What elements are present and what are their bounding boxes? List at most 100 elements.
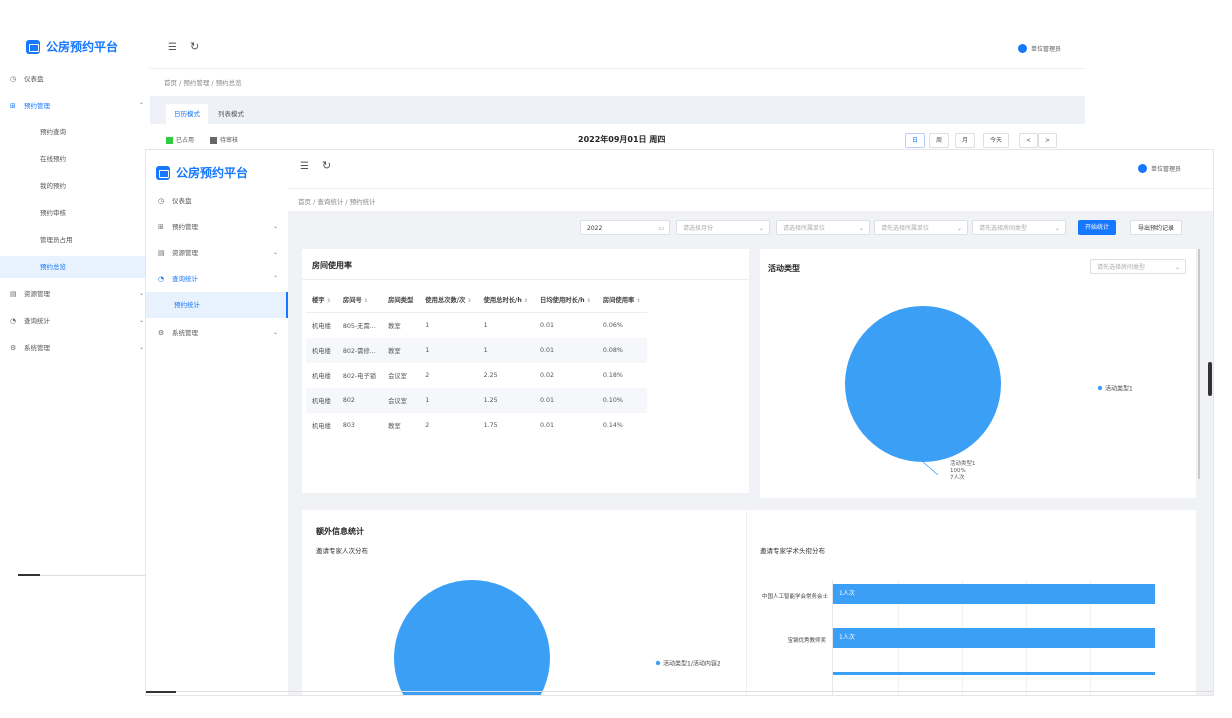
activity-type-title: 活动类型 [768, 264, 800, 273]
today-button[interactable]: 今天 [983, 133, 1010, 148]
tab-calendar[interactable]: 日历模式 [166, 104, 208, 124]
sort-icon[interactable]: ⇕ [326, 297, 331, 304]
experts-bar-chart: 中国人工智能学会常务会士 1人次 宝钢优秀教师奖 1人次 [762, 580, 1186, 695]
nav-label: 预约总览 [40, 263, 66, 271]
nav-reservation-stats[interactable]: 预约统计 [146, 292, 288, 318]
col-building[interactable]: 楼宇 ⇕ [306, 286, 337, 313]
menu-toggle-icon[interactable]: ☰ [168, 42, 177, 53]
room-type-select[interactable]: 请先选择房间类型 ⌄ [972, 220, 1066, 235]
view-week-button[interactable]: 周 [929, 133, 950, 148]
nav-resource[interactable]: ▤ 资源管理 ⌄ [146, 240, 288, 266]
bar-category-label: 宝钢优秀教师奖 [787, 638, 826, 644]
extra-info-card: 额外信息统计 邀请专家人次分布 邀请专家学术头衔分布 活动类型1/活动内容2 中… [302, 510, 1196, 695]
table-header-row: 楼宇 ⇕ 房间号 ⇕ 房间类型 使用总次数/次 ⇕ 使用总时长/h ⇕ 日均使用时长/h… [306, 286, 647, 313]
table-cell: 机电楼 [312, 323, 331, 330]
pie-slice-activity-type-1[interactable] [845, 306, 1001, 462]
back-nav-admin-occupy[interactable]: 管理员占用 [0, 229, 150, 251]
back-nav-query[interactable]: 预约查询 [0, 121, 150, 143]
month-select[interactable]: 请选择月份 ⌄ [676, 220, 770, 235]
pie-data-label-percent: 100% [950, 468, 966, 474]
pie-legend-label[interactable]: 活动类型1 [1105, 385, 1133, 393]
chevron-down-icon: ⌄ [1054, 225, 1060, 232]
table-row: 机电楼 802 会议室 1 1.25 0.01 0.10% [306, 388, 647, 413]
sort-icon[interactable]: ⇕ [467, 297, 472, 304]
sort-icon[interactable]: ⇕ [586, 297, 591, 304]
app-logo[interactable]: 公房预约平台 [156, 164, 248, 181]
view-month-button[interactable]: 月 [955, 133, 976, 148]
sub-unit-placeholder: 请先选择所属单位 [881, 225, 930, 232]
bar-category-label: 中国人工智能学会常务会士 [762, 594, 829, 600]
table-cell: 1 [419, 388, 478, 413]
back-nav-stats[interactable]: ◔ 查询统计 ⌄ [0, 310, 150, 332]
table-cell: 教室 [382, 338, 420, 363]
back-nav-system[interactable]: ⚙ 系统管理 ⌄ [0, 337, 150, 359]
table-cell: 会议室 [382, 388, 420, 413]
back-nav-overview[interactable]: 预约总览 [0, 256, 150, 278]
sort-icon[interactable]: ⇕ [523, 297, 529, 304]
back-nav-reservation[interactable]: ⊞ 预约管理 ⌃ [0, 95, 150, 117]
col-total-count[interactable]: 使用总次数/次 ⇕ [419, 286, 478, 313]
back-nav-review[interactable]: 预约审核 [0, 202, 150, 224]
breadcrumb: 首页 / 查询统计 / 预约统计 [298, 198, 376, 206]
table-cell: 1 [419, 338, 478, 363]
back-user-menu[interactable]: 单位管理员 [1018, 44, 1061, 53]
export-records-button[interactable]: 导出预约记录 [1130, 220, 1183, 235]
background-window: 公房预约平台 ◷ 仪表盘 ⊞ 预约管理 ⌃ 预约查询 在线预约 我的预约 预约审核 管… [0, 38, 1085, 578]
refresh-icon[interactable]: ↻ [190, 40, 200, 53]
tab-list[interactable]: 列表模式 [210, 104, 252, 124]
logo-icon [26, 39, 40, 54]
back-nav-resource[interactable]: ▤ 资源管理 ⌄ [0, 283, 150, 305]
back-nav-mine[interactable]: 我的预约 [0, 175, 150, 197]
bar-academician[interactable]: 1人次 [833, 584, 1155, 604]
nav-label: 在线预约 [40, 155, 66, 163]
start-stats-button[interactable]: 开始统计 [1078, 220, 1117, 235]
bottom-divider-mark [146, 691, 176, 693]
back-nav-dashboard[interactable]: ◷ 仪表盘 [0, 68, 150, 90]
nav-stats[interactable]: ◔ 查询统计 ⌃ [146, 266, 288, 292]
col-usage-rate[interactable]: 房间使用率 ⇕ [596, 286, 647, 313]
bar-teacher-award[interactable]: 1人次 [833, 628, 1155, 648]
year-picker[interactable]: 2022 ▭ [580, 220, 670, 235]
col-daily-hours[interactable]: 日均使用时长/h ⇕ [534, 286, 597, 313]
gear-icon: ⚙ [10, 344, 17, 352]
table-cell: 0.01 [540, 322, 555, 329]
breadcrumb-bar: 首页 / 查询统计 / 预约统计 [288, 188, 1213, 211]
next-button[interactable]: > [1038, 133, 1058, 148]
card-split-divider [746, 510, 747, 695]
window-scroll-handle[interactable] [1208, 362, 1212, 396]
grid-icon: ⊞ [10, 102, 16, 110]
table-cell: 0.14% [602, 422, 623, 429]
sub-unit-select[interactable]: 请先选择所属单位 ⌄ [874, 220, 968, 235]
menu-toggle-icon[interactable]: ☰ [300, 161, 309, 172]
back-nav-online[interactable]: 在线预约 [0, 148, 150, 170]
table-cell: 教室 [388, 423, 401, 430]
sort-icon[interactable]: ⇕ [363, 297, 368, 304]
scrollbar[interactable] [1198, 249, 1200, 479]
pie-legend-label[interactable]: 活动类型1/活动内容2 [663, 660, 721, 668]
user-menu[interactable]: 单位管理员 [1138, 164, 1181, 173]
app-logo[interactable]: 公房预约平台 [26, 38, 118, 55]
refresh-icon[interactable]: ↻ [322, 159, 332, 172]
view-day-button[interactable]: 日 [905, 133, 926, 148]
nav-dashboard[interactable]: ◷ 仪表盘 [146, 188, 288, 214]
nav-system[interactable]: ⚙ 系统管理 ⌄ [146, 320, 288, 346]
nav-reservation[interactable]: ⊞ 预约管理 ⌄ [146, 214, 288, 240]
legend-dot [655, 660, 661, 666]
pie-slice-activity-content[interactable] [394, 580, 550, 695]
chevron-down-icon: ⌄ [272, 329, 278, 336]
sort-icon[interactable]: ⇕ [636, 297, 641, 304]
prev-button[interactable]: < [1019, 133, 1039, 148]
room-usage-table: 楼宇 ⇕ 房间号 ⇕ 房间类型 使用总次数/次 ⇕ 使用总时长/h ⇕ 日均使用时长/h… [306, 286, 647, 438]
unit-select[interactable]: 请选择所属单位 ⌄ [776, 220, 870, 235]
activity-room-type-select[interactable]: 请先选择房间类型 ⌄ [1090, 259, 1186, 274]
room-usage-title: 房间使用率 [312, 261, 352, 270]
column-label: 房间使用率 [602, 296, 635, 304]
nav-label: 资源管理 [24, 290, 50, 298]
col-total-hours[interactable]: 使用总时长/h ⇕ [477, 286, 535, 313]
col-room-no[interactable]: 房间号 ⇕ [336, 286, 383, 313]
nav-label: 查询统计 [172, 275, 198, 283]
experts-title-subtitle: 邀请专家学术头衔分布 [760, 547, 825, 555]
bar-partial[interactable] [833, 672, 1155, 675]
table-cell: 0.18% [602, 372, 623, 379]
legend-label: 待审核 [220, 137, 239, 144]
